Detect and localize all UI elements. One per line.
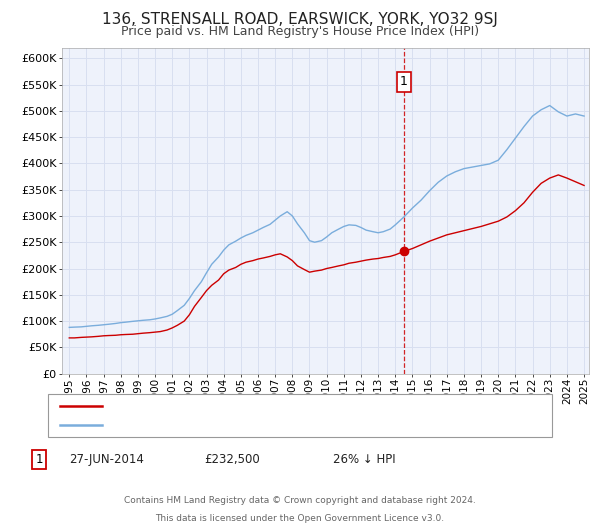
Text: This data is licensed under the Open Government Licence v3.0.: This data is licensed under the Open Gov…: [155, 514, 445, 523]
Text: 136, STRENSALL ROAD, EARSWICK, YORK, YO32 9SJ (detached house): 136, STRENSALL ROAD, EARSWICK, YORK, YO3…: [111, 401, 501, 411]
Text: Contains HM Land Registry data © Crown copyright and database right 2024.: Contains HM Land Registry data © Crown c…: [124, 497, 476, 505]
Text: HPI: Average price, detached house, York: HPI: Average price, detached house, York: [111, 420, 341, 430]
Text: 1: 1: [35, 453, 43, 466]
Text: 26% ↓ HPI: 26% ↓ HPI: [333, 453, 395, 466]
Text: £232,500: £232,500: [204, 453, 260, 466]
Text: 1: 1: [400, 75, 408, 89]
Text: 27-JUN-2014: 27-JUN-2014: [69, 453, 144, 466]
Text: 136, STRENSALL ROAD, EARSWICK, YORK, YO32 9SJ: 136, STRENSALL ROAD, EARSWICK, YORK, YO3…: [102, 12, 498, 26]
Text: Price paid vs. HM Land Registry's House Price Index (HPI): Price paid vs. HM Land Registry's House …: [121, 25, 479, 39]
